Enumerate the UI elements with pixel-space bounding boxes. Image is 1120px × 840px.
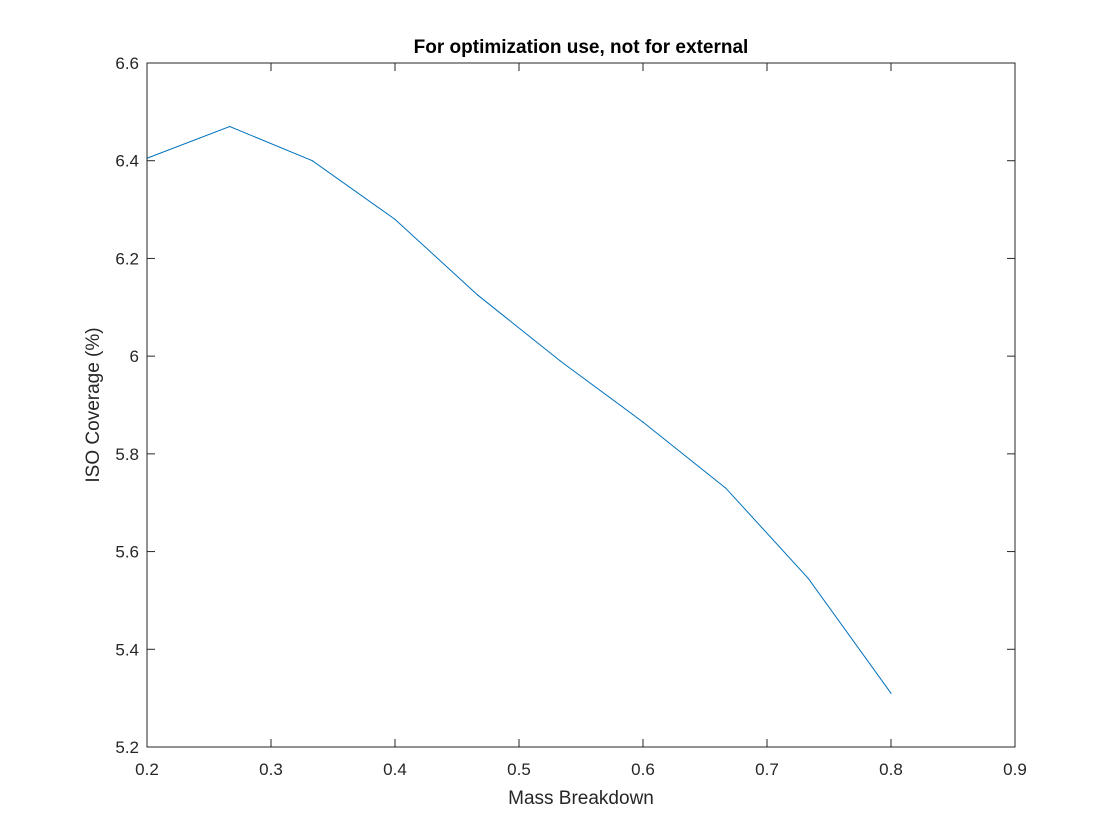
series-layer — [146, 125, 892, 694]
data-point — [311, 160, 313, 162]
data-point — [807, 577, 809, 580]
x-tick-label: 0.7 — [755, 760, 779, 779]
x-axis-label: Mass Breakdown — [508, 788, 654, 809]
chart-title: For optimization use, not for external — [414, 37, 749, 58]
y-tick-label: 6.4 — [115, 152, 139, 171]
y-tick-label: 6.2 — [115, 249, 139, 268]
y-tick-label: 6 — [130, 347, 139, 366]
y-axis-label: ISO Coverage (%) — [83, 327, 104, 482]
data-point — [642, 421, 644, 423]
series-line — [146, 125, 892, 694]
x-tick-label: 0.2 — [135, 760, 159, 779]
data-point — [477, 294, 479, 296]
y-axis-ticks: 5.2 5.4 5.6 5.8 6 6.2 6.4 6.6 — [115, 54, 1015, 757]
data-point — [229, 125, 231, 128]
data-point — [890, 692, 892, 694]
x-tick-label: 0.9 — [1003, 760, 1027, 779]
y-tick-label: 5.6 — [115, 543, 139, 562]
x-tick-label: 0.3 — [259, 760, 283, 779]
plot-frame — [146, 62, 1016, 748]
x-tick-label: 0.6 — [631, 760, 655, 779]
x-tick-label: 0.8 — [879, 760, 903, 779]
y-tick-label: 5.4 — [115, 640, 139, 659]
y-tick-label: 6.6 — [115, 54, 139, 73]
data-point — [725, 487, 727, 489]
y-tick-label: 5.2 — [115, 738, 139, 757]
x-axis-ticks: 0.2 0.3 0.4 0.5 0.6 0.7 0.8 0.9 — [135, 63, 1027, 779]
x-tick-label: 0.4 — [383, 760, 407, 779]
y-tick-label: 5.8 — [115, 445, 139, 464]
data-point — [394, 218, 396, 220]
data-point — [559, 360, 561, 362]
x-tick-label: 0.5 — [507, 760, 531, 779]
plot-area — [147, 63, 1015, 747]
